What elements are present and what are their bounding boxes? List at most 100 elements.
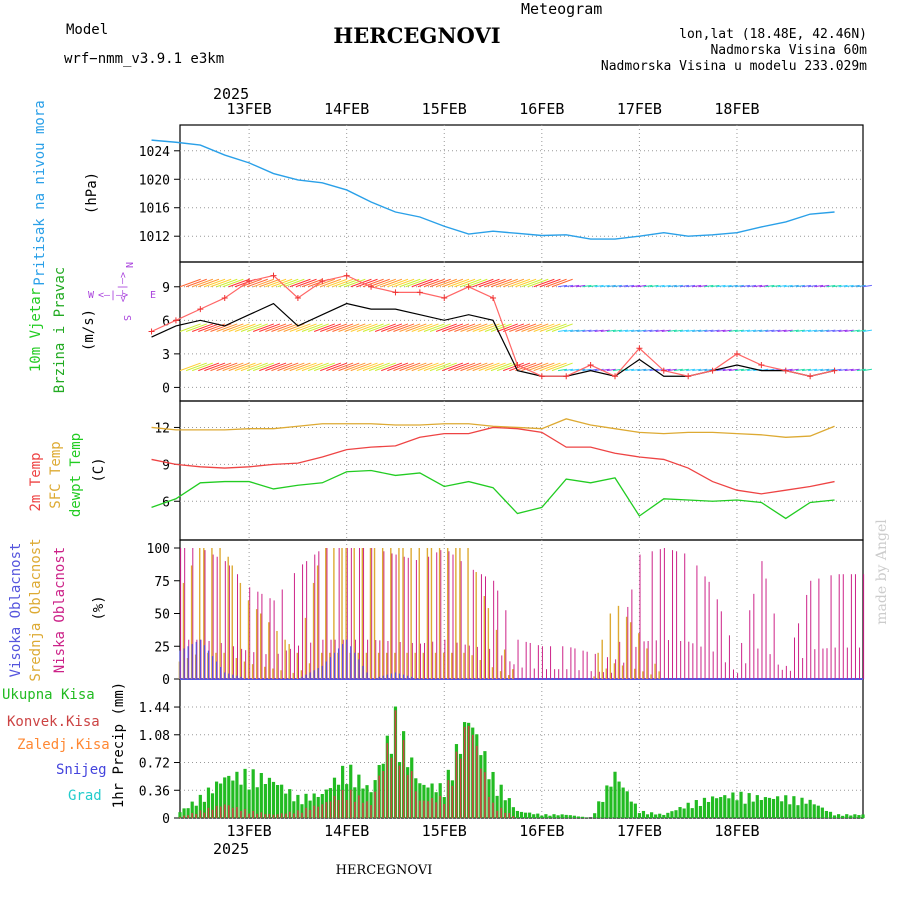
precip-ticks: 1.441.080.720.360 (139, 701, 180, 827)
precip-total-bar (683, 808, 686, 818)
precip-conv-bar (236, 807, 238, 818)
precip-total-bar (784, 795, 787, 818)
precip-conv-bar (452, 786, 454, 818)
precip-conv-bar (391, 758, 393, 818)
precip-total-bar (674, 810, 677, 818)
precip-conv-bar (342, 790, 344, 818)
y-tick-label: 1.44 (139, 701, 170, 716)
precip-conv-bar (504, 813, 506, 818)
precip-total-bar (857, 815, 860, 818)
precip-total-bar (630, 802, 633, 818)
precip-total-bar (650, 812, 653, 818)
precip-conv-bar (456, 752, 458, 818)
precip-total-bar (744, 804, 747, 818)
precip-total-bar (666, 813, 669, 818)
compass-horizontal-arrow: <—|—> (98, 290, 128, 301)
bottom-day-label: 16FEB (519, 822, 564, 840)
precip-total-bar (796, 805, 799, 818)
y-tick-label: 100 (147, 542, 170, 557)
y-tick-label: 9 (162, 458, 170, 473)
precip-conv-bar (354, 802, 356, 818)
precip-total-bar (703, 798, 706, 818)
precip-total-bar (524, 813, 527, 818)
precip-total-bar (780, 801, 783, 818)
precip-conv-bar (513, 816, 515, 818)
precip-total-bar (593, 813, 596, 818)
bottom-year-label: 2025 (213, 840, 249, 858)
pressure-line (152, 140, 835, 239)
y-tick-label: 25 (154, 640, 170, 655)
precip-conv-bar (212, 810, 214, 818)
top-day-label: 18FEB (714, 100, 759, 118)
precip-conv-bar (362, 803, 364, 818)
precip-conv-bar (395, 710, 397, 818)
y-tick-label: 1024 (139, 145, 170, 160)
precip-conv-bar (403, 740, 405, 818)
precip-total-bar (613, 772, 616, 818)
wind-gust-marker (344, 273, 350, 279)
precip-conv-bar (334, 796, 336, 818)
precip-total-bar (715, 798, 718, 818)
precip-conv-bar (277, 814, 279, 818)
precip-conv-bar (285, 814, 287, 818)
precip-total-bar (699, 806, 702, 818)
precip-conv-bar (330, 801, 332, 818)
legend-total: Ukupna Kisa (2, 687, 95, 703)
y-tick-label: 3 (162, 348, 170, 363)
wind-gust-marker (563, 373, 569, 379)
y-tick-label: 50 (154, 608, 170, 623)
top-day-label: 13FEB (227, 100, 272, 118)
precip-conv-bar (187, 815, 189, 818)
y-tick-label: 1020 (139, 173, 170, 188)
precip-conv-bar (358, 795, 360, 818)
precip-total-bar (264, 784, 267, 818)
y-tick-label: 1016 (139, 202, 170, 217)
compass-north: N (123, 262, 134, 268)
precip-conv-bar (399, 766, 401, 818)
wind-gust-marker (197, 306, 203, 312)
precip-conv-bar (191, 813, 193, 818)
precip-total-bar (788, 804, 791, 818)
precip-conv-bar (488, 797, 490, 818)
precip-conv-bar (252, 811, 254, 818)
precip-conv-bar (204, 813, 206, 818)
wind-gust-marker (441, 295, 447, 301)
precip-total-bar (516, 811, 519, 818)
precip-total-bar (642, 811, 645, 818)
precip-total-bar (569, 815, 572, 818)
dewpt-title: dewpt Temp (68, 433, 84, 517)
model-name: wrf−nmm_v3.9.1 e3km (64, 51, 224, 67)
station-title: HERCEGNOVI (333, 23, 500, 48)
precip-total-bar (853, 814, 856, 818)
panel-pressure (180, 125, 863, 262)
precip-conv-bar (492, 803, 494, 818)
precip-total-bar (256, 787, 259, 818)
precip-total-bar (768, 798, 771, 818)
precip-conv-bar (484, 772, 486, 818)
precip-conv-bar (179, 817, 181, 818)
meteogram-label: Meteogram (521, 0, 602, 18)
precip-conv-bar (297, 810, 299, 818)
y-tick-label: 75 (154, 575, 170, 590)
precip-total-bar (739, 792, 742, 818)
wind-gust-marker (588, 362, 594, 368)
precip-conv-bar (216, 806, 218, 818)
precip-conv-bar (321, 804, 323, 818)
compass-west: W (88, 290, 95, 301)
precip-total-bar (752, 802, 755, 818)
model-elevation-label: Nadmorska Visina u modelu 233.029m (601, 59, 867, 74)
precip-conv-bar (301, 813, 303, 818)
precip-total-bar (280, 785, 283, 818)
precip-conv-bar (195, 814, 197, 818)
precip-total-bar (540, 816, 543, 818)
cloud-bars (179, 548, 863, 679)
precip-total-bar (687, 803, 690, 818)
precip-ylabel: 1hr Precip (mm) (111, 682, 127, 808)
precip-conv-bar (435, 802, 437, 818)
precip-total-bar (825, 811, 828, 818)
lonlat-label: lon,lat (18.48E, 42.46N) (679, 27, 867, 42)
precip-conv-bar (305, 808, 307, 818)
